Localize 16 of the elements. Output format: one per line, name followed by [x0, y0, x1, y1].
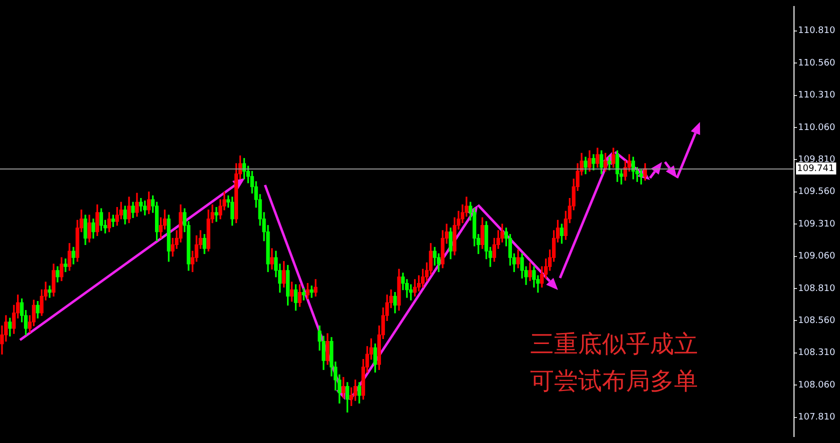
- y-tick-label: 108.060: [798, 380, 836, 390]
- y-tick-label: 110.560: [798, 58, 836, 68]
- y-tick-label: 109.810: [798, 155, 836, 166]
- annotation: 可尝试布局多单: [530, 367, 698, 395]
- ref-line-label: 109.741: [797, 164, 834, 174]
- y-tick-label: 110.060: [798, 122, 836, 133]
- y-tick-label: 110.810: [798, 26, 836, 36]
- y-tick-label: 108.560: [798, 316, 836, 326]
- annotation: 三重底似乎成立: [530, 330, 698, 358]
- y-tick-label: 108.310: [798, 348, 836, 358]
- y-tick-label: 108.810: [798, 284, 836, 294]
- y-tick-label: 109.310: [798, 219, 836, 230]
- y-tick-label: 109.060: [798, 252, 836, 262]
- y-tick-label: 109.560: [798, 187, 836, 198]
- y-tick-label: 110.310: [798, 90, 836, 101]
- y-tick-label: 107.810: [798, 412, 836, 423]
